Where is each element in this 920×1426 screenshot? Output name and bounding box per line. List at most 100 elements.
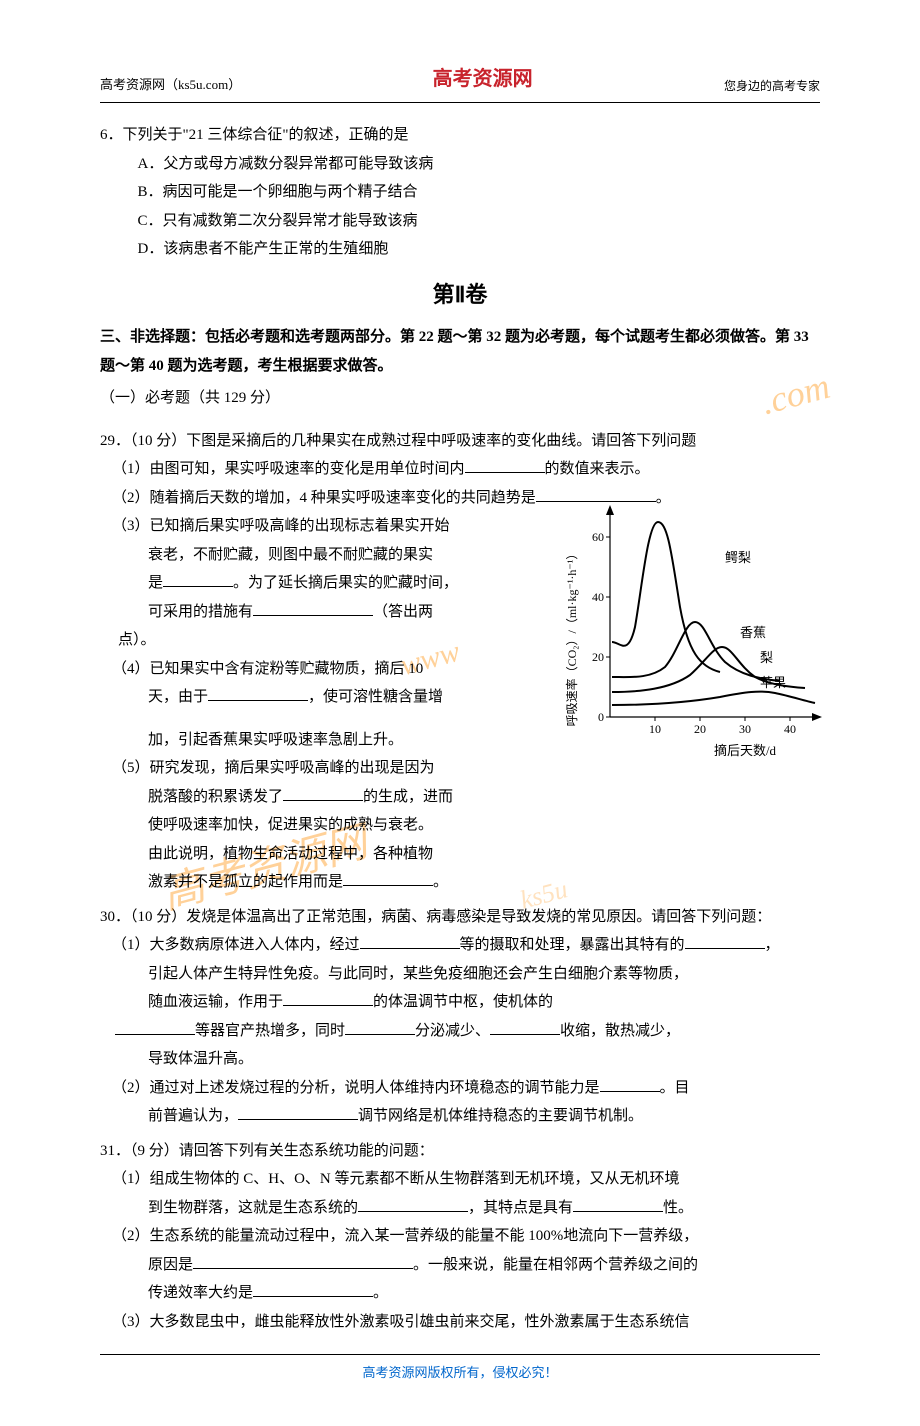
ytick-0: 0 [598, 710, 604, 724]
q31-p2e: 。 [373, 1285, 388, 1301]
respiration-chart: 0 20 40 60 10 20 30 40 鳄梨 [560, 497, 840, 777]
blank [345, 1020, 415, 1035]
blank [490, 1020, 560, 1035]
q29-p5e: 由此说明，植物生命活动过程中，各种植物 [100, 840, 820, 869]
header-right: 您身边的高考专家 [724, 75, 820, 98]
q30-p1: （1）大多数病原体进入人体内，经过等的摄取和处理，暴露出其特有的， [100, 931, 820, 960]
q31-p2de: 传递效率大约是 。 [100, 1279, 820, 1308]
xtick-40: 40 [784, 722, 796, 736]
q30-p1f: 的体温调节中枢，使机体的 [373, 994, 553, 1010]
q29-p4d: 加，引起香蕉果实呼吸速率急剧上升。 [100, 726, 520, 755]
q29-p4bc: 天，由于，使可溶性糖含量增 [100, 683, 520, 712]
blank [193, 1254, 413, 1269]
blank [163, 572, 233, 587]
q31-p1d: 性。 [663, 1200, 693, 1216]
blank [283, 991, 373, 1006]
blank [343, 871, 433, 886]
section-2-instructions: 三、非选择题：包括必考题和选考题两部分。第 22 题～第 32 题为必考题，每个… [100, 323, 820, 380]
q29-p3f: （答出两 [373, 604, 433, 620]
q30-p1a: （1）大多数病原体进入人体内，经过 [112, 937, 360, 953]
q29-p5b: 脱落酸的积累诱发了 [148, 789, 283, 805]
blank [573, 1197, 663, 1212]
q30-p2d: 调节网络是机体维持稳态的主要调节机制。 [358, 1108, 643, 1124]
q29-p3b: 衰老，不耐贮藏，则图中最不耐贮藏的果实 [100, 541, 520, 570]
q31-p2bc: 原因是 。一般来说，能量在相邻两个营养级之间的 [100, 1251, 820, 1280]
q31-p1c: ，其特点是具有 [468, 1200, 573, 1216]
page-header: 高考资源网（ks5u.com） 高考资源网 您身边的高考专家 [100, 60, 820, 103]
q29-p5f: 激素并不是孤立的起作用而是 [148, 874, 343, 890]
ytick-40: 40 [592, 590, 604, 604]
q29-stem: 29．（10 分）下图是采摘后的几种果实在成熟过程中呼吸速率的变化曲线。请回答下… [100, 427, 820, 456]
question-30: 30．（10 分）发烧是体温高出了正常范围，病菌、病毒感染是导致发烧的常见原因。… [100, 903, 820, 1131]
q31-p2b: 原因是 [148, 1257, 193, 1273]
q30-p1h: 分泌减少、 [415, 1023, 490, 1039]
q30-p1c: ， [765, 937, 780, 953]
curve-pingguo [612, 691, 815, 704]
q29-p5c: 的生成，进而 [363, 789, 453, 805]
xtick-20: 20 [694, 722, 706, 736]
blank [465, 458, 545, 473]
q30-p1i: 收缩，散热减少， [560, 1023, 680, 1039]
q31-stem: 31．（9 分）请回答下列有关生态系统功能的问题： [100, 1137, 820, 1166]
section-2-sub: （一）必考题（共 129 分） [100, 384, 820, 413]
q30-p1ef: 随血液运输，作用于 的体温调节中枢，使机体的 [100, 988, 820, 1017]
q29-p1a: （1）由图可知，果实呼吸速率的变化是用单位时间内 [112, 461, 465, 477]
curve-eli [612, 522, 720, 672]
q29-p2a: （2）随着摘后天数的增加，4 种果实呼吸速率变化的共同趋势是 [112, 490, 536, 506]
ylabel: 呼吸速率（CO₂）/（ml·kg⁻¹·h⁻¹） [564, 547, 579, 726]
blank [358, 1197, 468, 1212]
q30-p2c: 前普遍认为， [148, 1108, 238, 1124]
q31-p2d: 传递效率大约是 [148, 1285, 253, 1301]
q31-p1b: 到生物群落，这就是生态系统的 [148, 1200, 358, 1216]
q30-p2b: 。目 [660, 1080, 690, 1096]
blank [253, 1282, 373, 1297]
q29-p4c: ，使可溶性糖含量增 [308, 689, 443, 705]
q29-p1: （1）由图可知，果实呼吸速率的变化是用单位时间内 的数值来表示。 [100, 455, 820, 484]
q30-p1g: 等器官产热增多，同时 [195, 1023, 345, 1039]
q29-p5d: 使呼吸速率加快，促进果实的成熟与衰老。 [100, 811, 820, 840]
q31-p1a: （1）组成生物体的 C、H、O、N 等元素都不断从生物群落到无机环境，又从无机环… [100, 1165, 820, 1194]
q29-p5bc: 脱落酸的积累诱发了 的生成，进而 [100, 783, 520, 812]
header-left: 高考资源网（ks5u.com） [100, 73, 241, 98]
label-xiangjiao: 香蕉 [740, 625, 766, 640]
header-center: 高考资源网 [241, 60, 724, 98]
label-li: 梨 [760, 650, 773, 665]
q29-p1b: 的数值来表示。 [545, 461, 650, 477]
q6-option-d: D．该病患者不能产生正常的生殖细胞 [100, 235, 820, 264]
section-2-title: 第Ⅱ卷 [100, 274, 820, 316]
q30-p1ghi: 等器官产热增多，同时 分泌减少、 收缩，散热减少， [100, 1017, 820, 1046]
q31-p2a: （2）生态系统的能量流动过程中，流入某一营养级的能量不能 100%地流向下一营养… [100, 1222, 820, 1251]
q29-p5fg: 激素并不是孤立的起作用而是。 [100, 868, 820, 897]
blank [208, 686, 308, 701]
q30-p2: （2）通过对上述发烧过程的分析，说明人体维持内环境稳态的调节能力是 。目 [100, 1074, 820, 1103]
ytick-20: 20 [592, 650, 604, 664]
q29-p3ef: 可采用的措施有（答出两 [100, 598, 520, 627]
question-29: 29．（10 分）下图是采摘后的几种果实在成熟过程中呼吸速率的变化曲线。请回答下… [100, 427, 820, 897]
q31-p2c: 。一般来说，能量在相邻两个营养级之间的 [413, 1257, 698, 1273]
blank [360, 934, 460, 949]
q29-p3a: （3）已知摘后果实呼吸高峰的出现标志着果实开始 [100, 512, 520, 541]
q30-stem: 30．（10 分）发烧是体温高出了正常范围，病菌、病毒感染是导致发烧的常见原因。… [100, 903, 820, 932]
q6-option-c: C．只有减数第二次分裂异常才能导致该病 [100, 207, 820, 236]
blank [238, 1105, 358, 1120]
q30-p1j: 导致体温升高。 [100, 1045, 820, 1074]
q6-stem: 6．下列关于"21 三体综合征"的叙述，正确的是 [100, 121, 820, 150]
blank [253, 601, 373, 616]
blank [283, 786, 363, 801]
q30-p1d: 引起人体产生特异性免疫。与此同时，某些免疫细胞还会产生白细胞介素等物质， [100, 960, 820, 989]
blank [115, 1020, 195, 1035]
q30-p2a: （2）通过对上述发烧过程的分析，说明人体维持内环境稳态的调节能力是 [112, 1080, 600, 1096]
q31-p3a: （3）大多数昆虫中，雌虫能释放性外激素吸引雄虫前来交尾，性外激素属于生态系统信 [100, 1308, 820, 1337]
q29-p3c: 是 [148, 575, 163, 591]
q6-option-a: A．父方或母方减数分裂异常都可能导致该病 [100, 150, 820, 179]
q30-p2cd: 前普遍认为， 调节网络是机体维持稳态的主要调节机制。 [100, 1102, 820, 1131]
ytick-60: 60 [592, 530, 604, 544]
q29-p3cd: 是 。为了延长摘后果实的贮藏时间， [100, 569, 520, 598]
question-6: 6．下列关于"21 三体综合征"的叙述，正确的是 A．父方或母方减数分裂异常都可… [100, 121, 820, 264]
question-31: 31．（9 分）请回答下列有关生态系统功能的问题： （1）组成生物体的 C、H、… [100, 1137, 820, 1337]
q29-p3d: 。为了延长摘后果实的贮藏时间， [233, 575, 458, 591]
xlabel: 摘后天数/d [714, 743, 777, 758]
q30-p1e: 随血液运输，作用于 [148, 994, 283, 1010]
page-container: .com www 高考资源网 ks5u 高考资源网（ks5u.com） 高考资源… [0, 0, 920, 1426]
q31-p1bcd: 到生物群落，这就是生态系统的 ，其特点是具有 性。 [100, 1194, 820, 1223]
